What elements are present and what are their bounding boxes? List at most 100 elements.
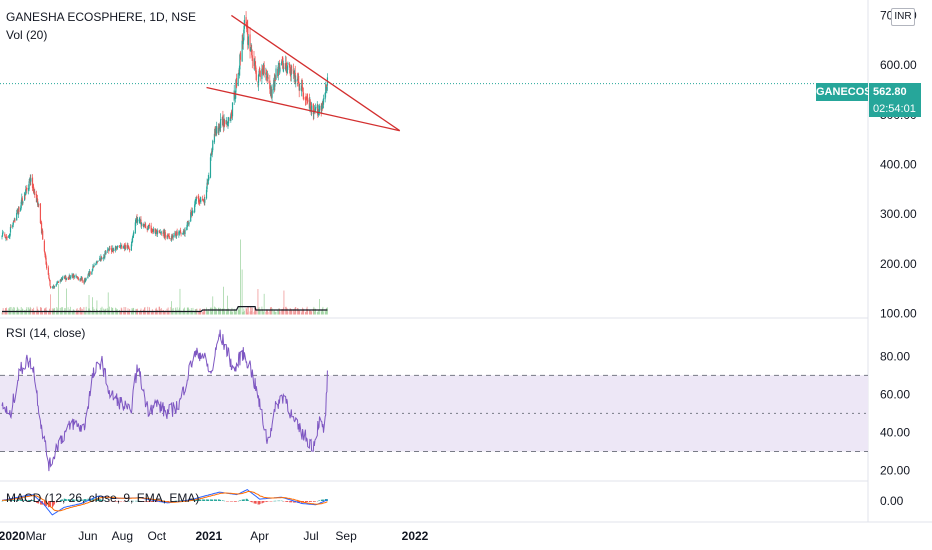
macd-histogram-bar <box>113 501 115 502</box>
macd-histogram-bar <box>212 499 214 501</box>
candle-body <box>279 67 281 72</box>
volume-bar <box>168 312 170 315</box>
volume-bar <box>247 307 249 315</box>
volume-bar <box>219 310 221 315</box>
candle-body <box>97 260 99 262</box>
macd-histogram-bar <box>112 501 114 502</box>
volume-bar <box>225 309 227 315</box>
macd-histogram-bar <box>20 499 22 501</box>
volume-bar <box>24 310 25 315</box>
volume-bar <box>273 309 275 315</box>
volume-bar <box>183 309 185 315</box>
candle-body <box>313 110 315 114</box>
volume-bar <box>286 308 288 315</box>
candle-body <box>21 198 23 204</box>
macd-histogram-bar <box>63 498 65 501</box>
volume-bar <box>215 308 217 315</box>
macd-histogram-bar <box>62 499 63 501</box>
volume-bar <box>186 312 188 315</box>
candle-body <box>105 251 107 254</box>
macd-histogram-bar <box>147 501 149 502</box>
volume-bar <box>138 311 140 315</box>
candle-body <box>57 281 59 283</box>
candle-body <box>298 83 300 91</box>
volume-bar <box>175 309 177 315</box>
candle-body <box>187 221 189 223</box>
volume-bar <box>310 310 311 315</box>
macd-histogram-bar <box>319 500 320 501</box>
macd-histogram-bar <box>254 501 255 504</box>
candle-body <box>251 50 253 56</box>
volume-bar <box>320 309 322 315</box>
currency-badge[interactable]: INR <box>891 8 915 26</box>
volume-bar <box>37 309 39 315</box>
macd-histogram-bar <box>306 501 308 503</box>
macd-histogram-bar <box>152 501 154 502</box>
price-tick-label: 100.00 <box>880 307 917 321</box>
volume-bar <box>108 306 110 315</box>
volume-bar <box>207 311 209 315</box>
volume-bar <box>128 312 130 315</box>
volume-bar <box>170 307 172 315</box>
candle-body <box>183 230 185 232</box>
rsi-line <box>1 329 328 472</box>
macd-histogram-bar <box>76 499 78 501</box>
macd-histogram-bar <box>21 499 23 501</box>
volume-bar <box>232 311 233 315</box>
macd-histogram-bar <box>146 501 148 502</box>
macd-histogram-bar <box>20 499 22 501</box>
macd-histogram-bar <box>76 499 77 501</box>
volume-bar <box>275 311 277 315</box>
candle-body <box>293 74 295 76</box>
macd-histogram-bar <box>151 501 153 502</box>
macd-histogram-bar <box>321 499 323 501</box>
candle-body <box>147 229 149 230</box>
candle-body <box>42 230 44 240</box>
volume-bar <box>202 311 203 315</box>
volume-bar <box>52 311 54 315</box>
macd-histogram-bar <box>60 499 62 501</box>
volume-bar <box>191 310 193 315</box>
candle-body <box>40 222 43 234</box>
macd-histogram-bar <box>28 499 30 501</box>
volume-bar <box>202 312 204 315</box>
volume-bar <box>203 308 205 315</box>
volume-bar <box>2 310 3 315</box>
candle-body <box>156 230 158 235</box>
candle-body <box>22 201 24 204</box>
volume-bar <box>265 311 267 315</box>
volume-bar <box>111 307 113 315</box>
macd-histogram-bar <box>53 501 54 506</box>
volume-bar <box>282 309 284 315</box>
macd-histogram-bar <box>156 501 158 502</box>
time-tick-label: Sep <box>335 529 357 543</box>
macd-histogram-bar <box>21 499 23 501</box>
volume-bar <box>34 312 36 315</box>
candle-body <box>92 266 95 268</box>
volume-bar <box>68 311 70 315</box>
time-tick-label: Jun <box>78 529 97 543</box>
volume-bar <box>308 309 310 315</box>
volume-bar <box>130 311 132 315</box>
macd-histogram-bar <box>312 501 314 502</box>
candle-body <box>30 178 32 182</box>
candle-body <box>200 199 202 202</box>
volume-bar <box>6 310 8 315</box>
volume-bar <box>88 295 90 315</box>
volume-bar <box>116 309 118 315</box>
candle-body <box>182 231 184 235</box>
candle-body <box>128 248 130 250</box>
macd-histogram-bar <box>323 499 324 501</box>
candle-body <box>96 262 98 263</box>
candle-body <box>24 193 26 201</box>
candle-body <box>13 218 16 221</box>
volume-bar <box>65 311 67 315</box>
volume-bar <box>68 311 70 315</box>
macd-histogram-bar <box>196 499 198 501</box>
macd-histogram-bar <box>314 501 316 502</box>
macd-histogram-bar <box>99 498 101 501</box>
candle-body <box>314 107 317 111</box>
volume-bar <box>295 307 297 315</box>
macd-histogram-bar <box>25 499 27 501</box>
